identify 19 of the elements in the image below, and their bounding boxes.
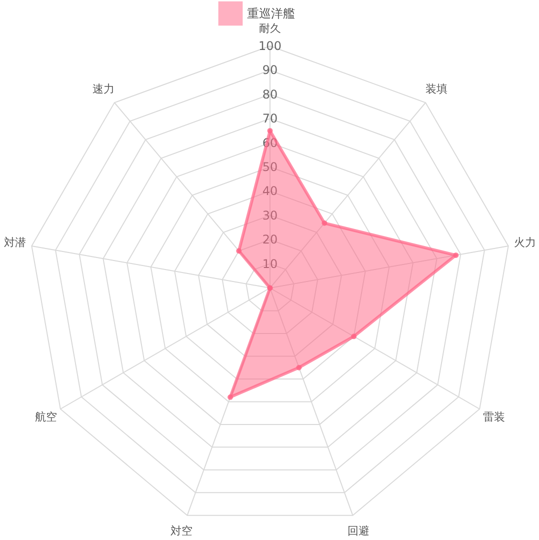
spoke-label: 対空 [170,524,192,538]
spoke-label: 装填 [425,82,448,96]
spoke-label: 雷装 [483,410,506,424]
spoke-label: 航空 [34,410,57,424]
spoke-label: 回避 [348,524,370,538]
y-tick-label: 70 [262,112,278,126]
y-tick-label: 10 [262,256,278,271]
spoke-label: 耐久 [259,22,281,36]
spoke-label: 対潜 [4,236,26,250]
spoke-label: 火力 [514,236,536,250]
y-tick-label: 50 [262,160,278,174]
legend-label: 重巡洋艦 [247,6,295,20]
y-tick-label: 40 [262,184,278,198]
spoke-label: 速力 [92,82,115,96]
y-tick-label: 80 [262,87,278,102]
y-tick-label: 100 [258,39,282,53]
y-tick-label: 20 [262,232,278,247]
y-tick-label: 30 [262,208,278,222]
y-tick-label: 90 [262,63,278,78]
